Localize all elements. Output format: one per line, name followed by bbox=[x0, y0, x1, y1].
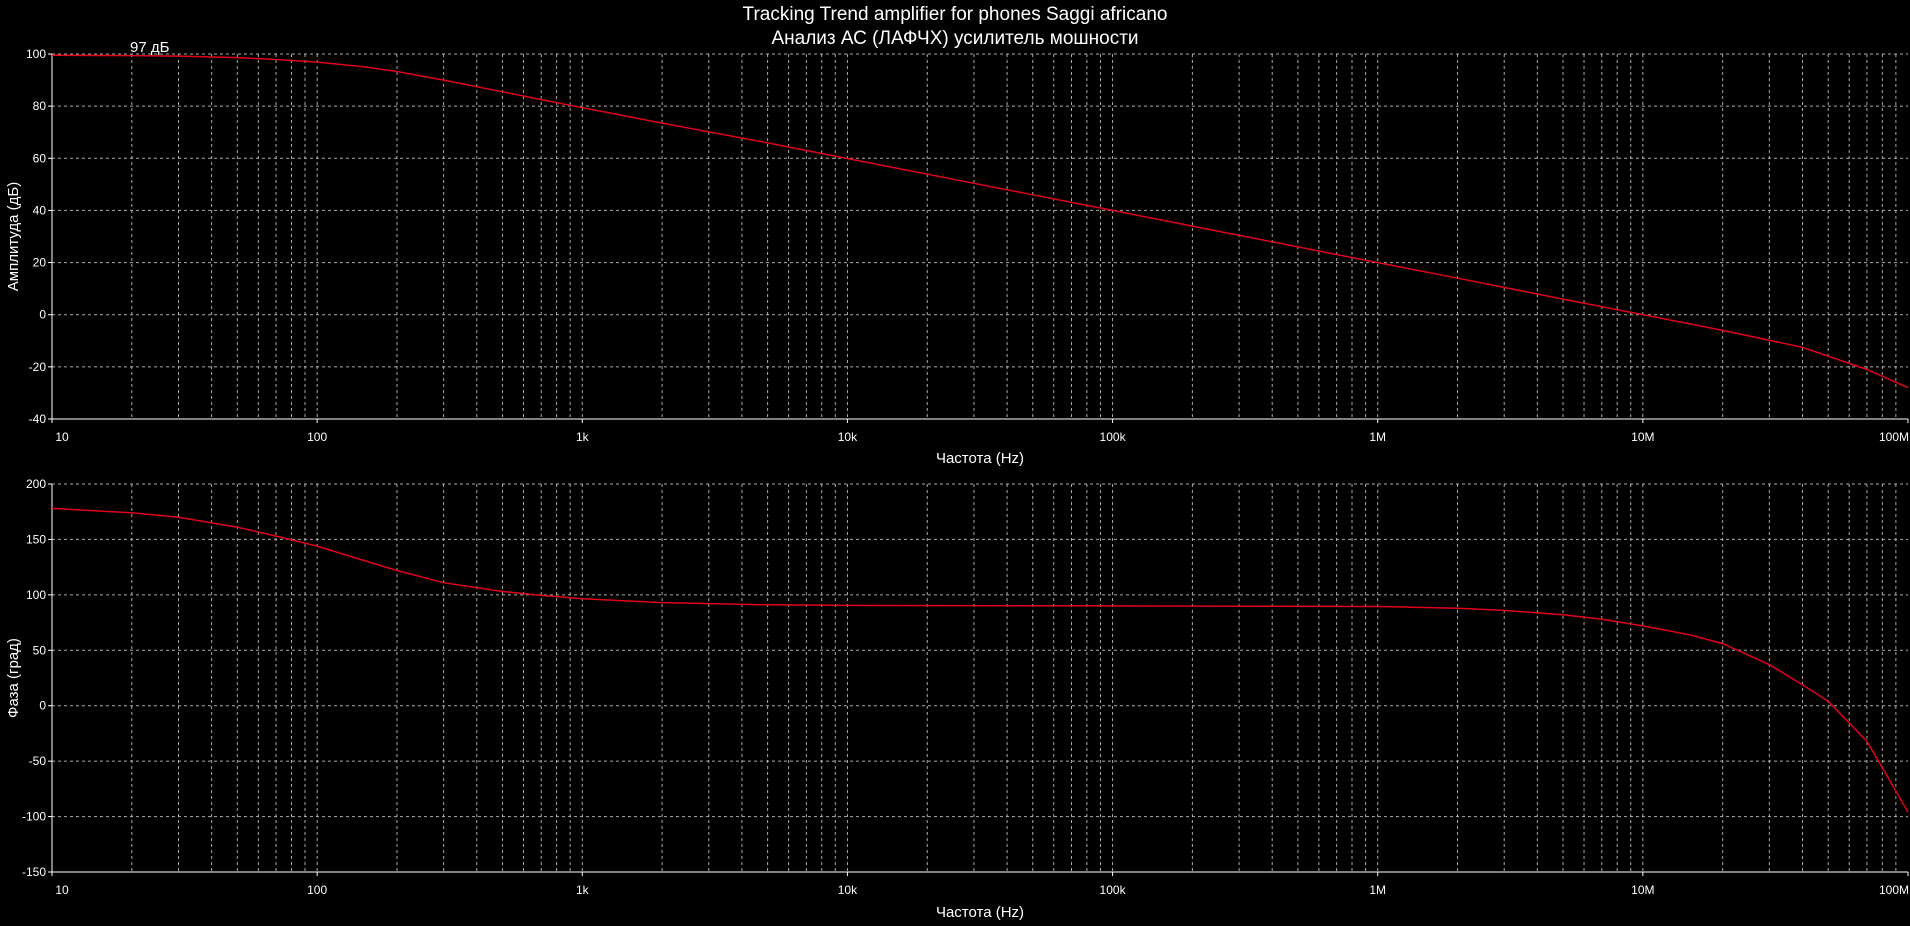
x-tick-label: 1M bbox=[1369, 883, 1386, 897]
x-tick-label: 100 bbox=[307, 430, 327, 444]
x-tick-label: 100 bbox=[307, 883, 327, 897]
x-axis-label: Частота (Hz) bbox=[936, 904, 1024, 921]
x-tick-label: 10M bbox=[1631, 430, 1654, 444]
y-tick-label: 80 bbox=[33, 99, 47, 113]
y-tick-label: 200 bbox=[26, 477, 46, 491]
x-tick-label: 10 bbox=[55, 430, 69, 444]
x-tick-label: 1k bbox=[576, 430, 590, 444]
y-tick-label: -20 bbox=[29, 360, 47, 374]
y-tick-label: 60 bbox=[33, 151, 47, 165]
x-tick-label: 10k bbox=[838, 430, 858, 444]
x-axis-label: Частота (Hz) bbox=[936, 450, 1024, 467]
y-tick-label: 40 bbox=[33, 203, 47, 217]
x-tick-label: 10 bbox=[55, 883, 69, 897]
y-tick-label: -50 bbox=[29, 754, 47, 768]
y-axis-label: Фаза (град) bbox=[5, 638, 22, 718]
x-tick-label: 10M bbox=[1631, 883, 1654, 897]
x-tick-label: 100k bbox=[1100, 883, 1127, 897]
series-line-amplitude bbox=[51, 54, 1909, 389]
y-tick-label: 0 bbox=[39, 308, 46, 322]
x-tick-label: 1M bbox=[1369, 430, 1386, 444]
y-tick-label: 50 bbox=[33, 643, 47, 657]
chart-title-line-2: Анализ АС (ЛАФЧХ) усилитель мошности bbox=[771, 28, 1138, 49]
y-tick-label: 20 bbox=[33, 256, 47, 270]
series-line-phase bbox=[51, 507, 1909, 813]
x-tick-label: 100M bbox=[1879, 883, 1909, 897]
y-axis-label: Амплитуда (дБ) bbox=[5, 182, 22, 291]
x-tick-label: 10k bbox=[838, 883, 858, 897]
chart-title-line-1: Tracking Trend amplifier for phones Sagg… bbox=[743, 4, 1168, 25]
peak-annotation: 97 дБ bbox=[130, 39, 170, 56]
y-tick-label: 100 bbox=[26, 588, 46, 602]
x-tick-label: 100M bbox=[1879, 430, 1909, 444]
x-tick-label: 100k bbox=[1100, 430, 1127, 444]
y-tick-label: 100 bbox=[26, 47, 46, 61]
y-tick-label: -40 bbox=[29, 412, 47, 426]
amplitude-plot: 100 80 60 40 20 0 -20 -40 10 100 1k 10k 100k 1M 10M 100… bbox=[5, 39, 1909, 467]
y-tick-label: -150 bbox=[22, 865, 46, 879]
phase-plot: 200 150 100 50 0 -50 -100 -150 10 100 1k 10k 100k 1M 1… bbox=[5, 477, 1909, 921]
y-tick-label: 150 bbox=[26, 532, 46, 546]
y-tick-label: -100 bbox=[22, 810, 46, 824]
x-tick-label: 1k bbox=[576, 883, 590, 897]
y-tick-label: 0 bbox=[39, 699, 46, 713]
